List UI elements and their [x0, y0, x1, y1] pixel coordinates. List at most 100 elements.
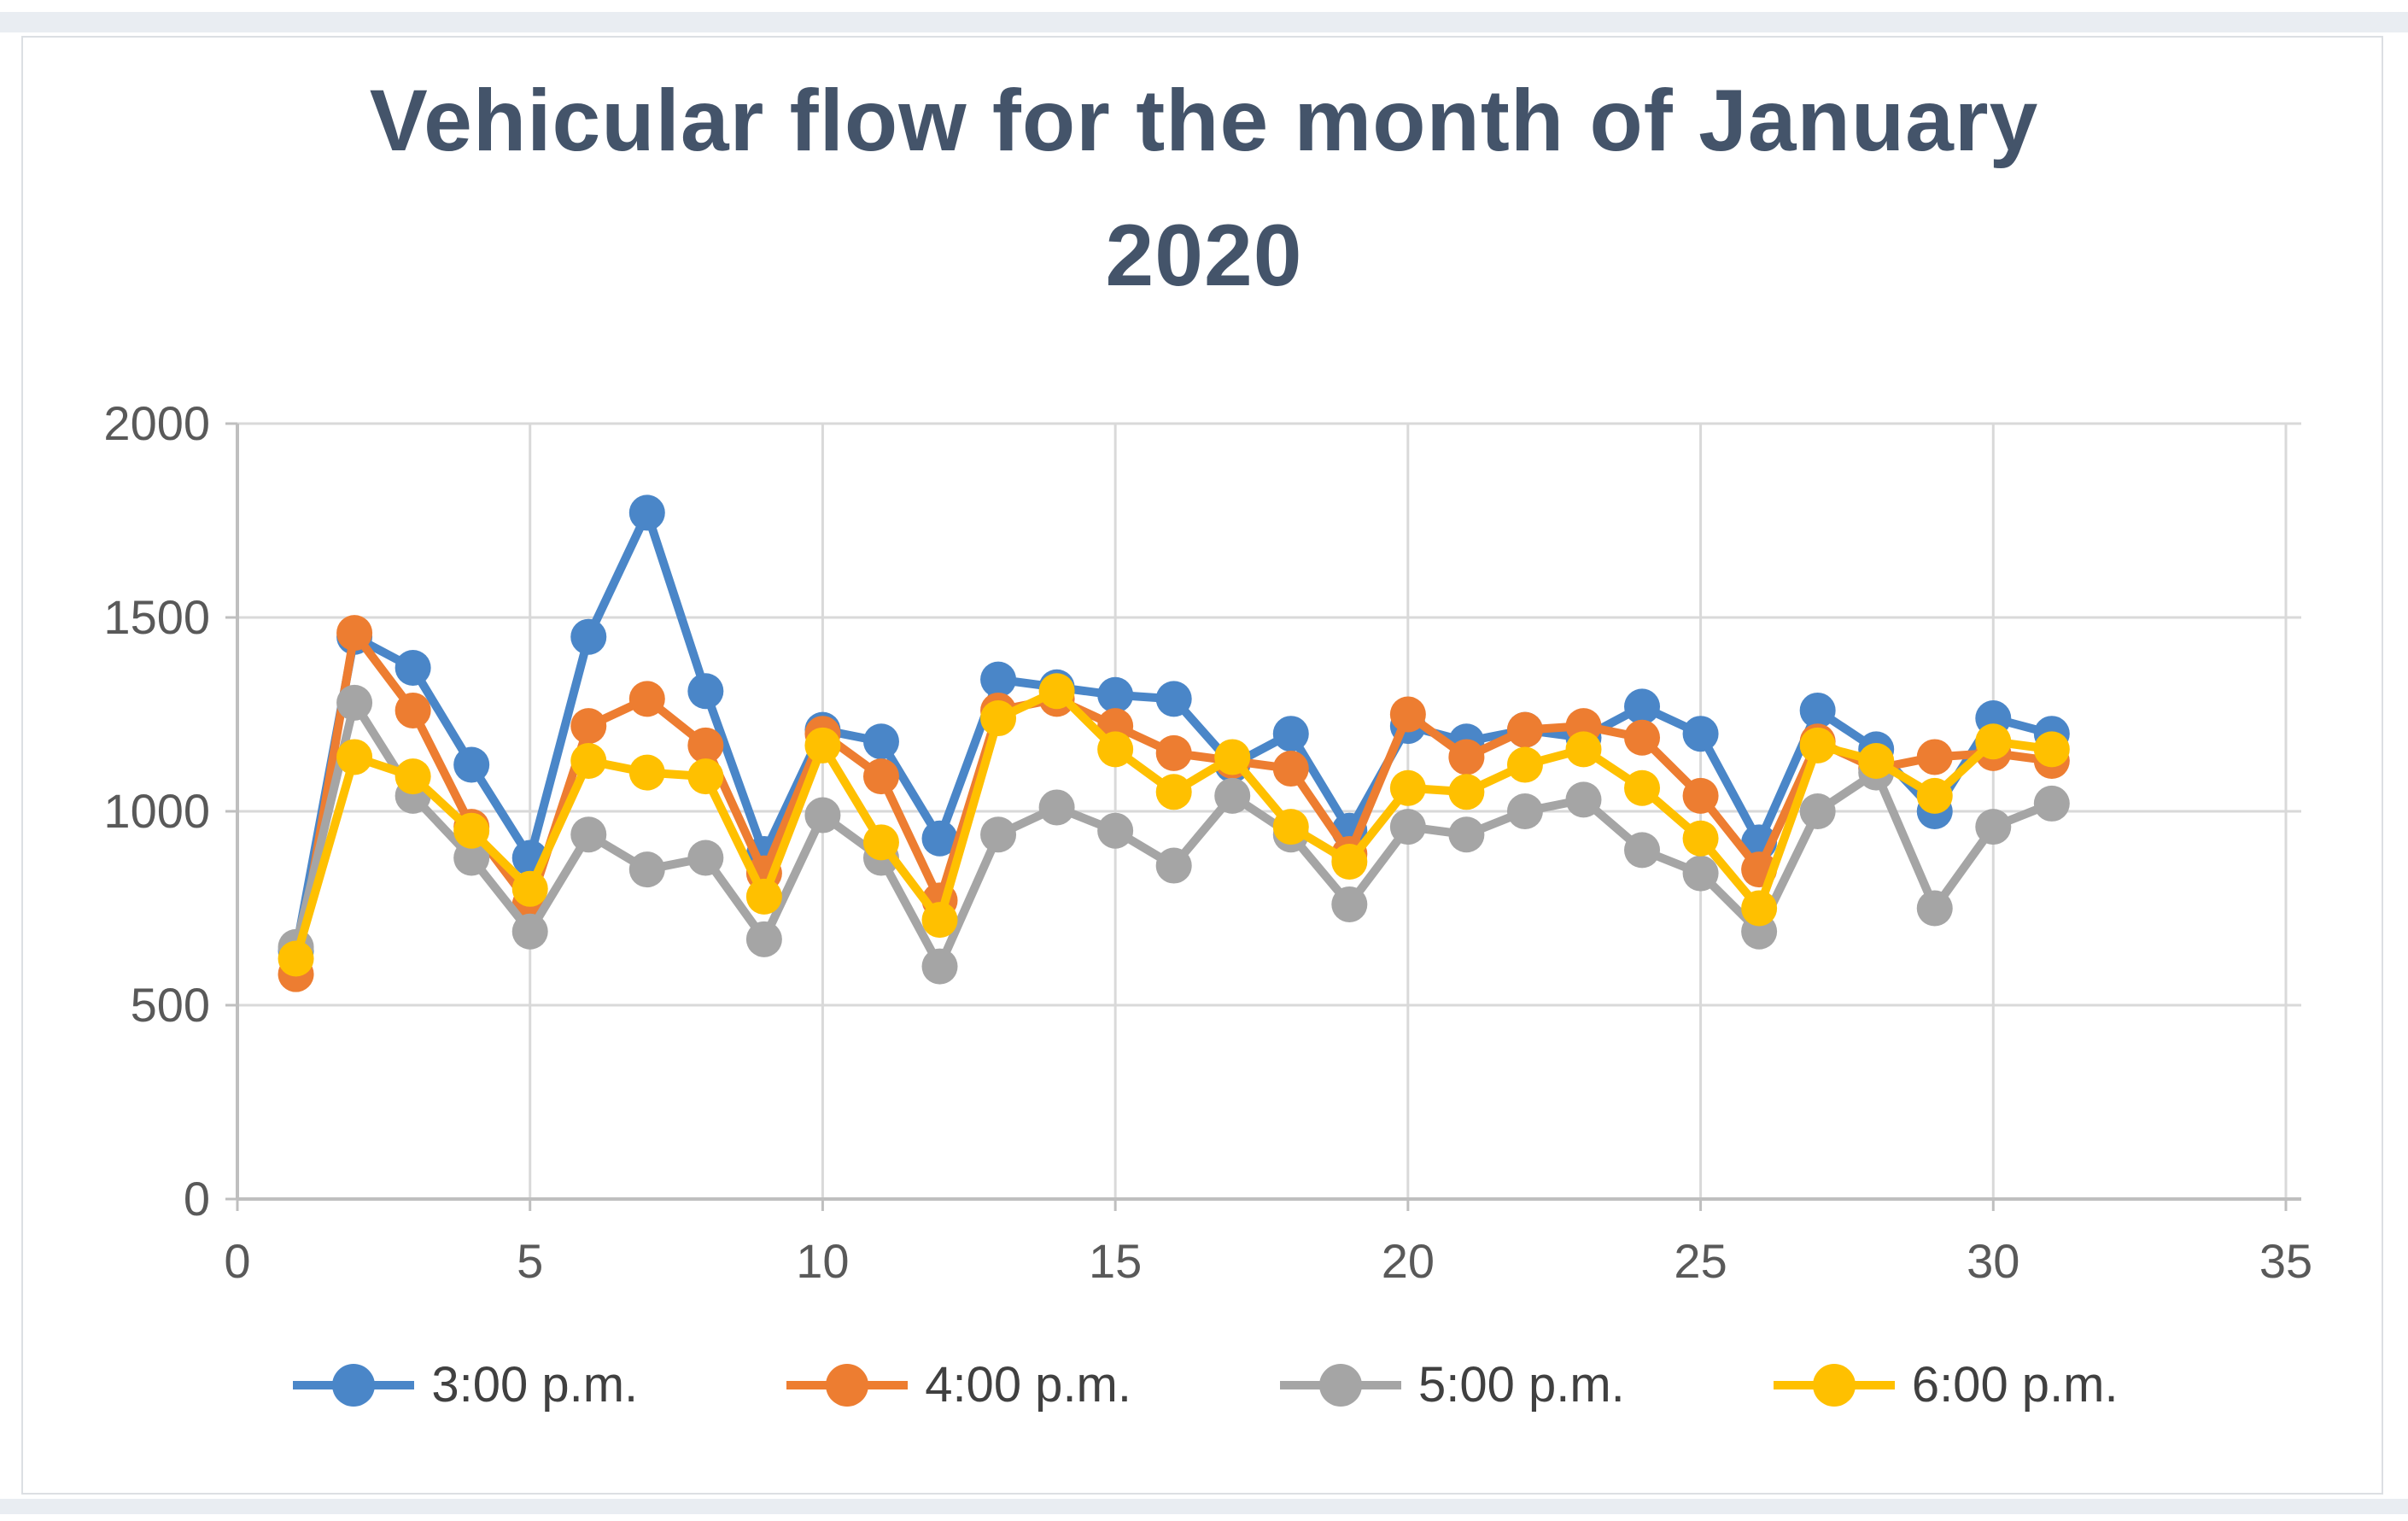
data-point-series4-day20	[1389, 769, 1426, 806]
window-top-strip	[0, 12, 2408, 32]
data-point-series3-day10	[804, 797, 841, 834]
legend-label: 5:00 p.m.	[1418, 1357, 1625, 1413]
data-point-series4-day18	[1272, 809, 1309, 845]
data-point-series4-day28	[1858, 742, 1895, 779]
data-point-series4-day5	[511, 870, 548, 907]
data-point-series3-day21	[1448, 816, 1485, 853]
legend-item-400pm: 4:00 p.m.	[783, 1356, 1131, 1413]
data-point-series1-day18	[1272, 716, 1309, 752]
chart-title-line-2: 2020	[1105, 207, 1303, 305]
data-point-series3-day22	[1506, 793, 1543, 829]
data-point-series3-day8	[687, 839, 724, 876]
data-point-series4-day17	[1214, 739, 1251, 775]
y-tick-label-0: 0	[184, 1172, 210, 1226]
data-point-series4-day9	[745, 878, 782, 915]
data-point-series1-day13	[980, 661, 1017, 698]
data-point-series4-day26	[1741, 890, 1778, 927]
chart-legend: 3:00 p.m. 4:00 p.m. 5:00 p.m. 6:00 p.m.	[0, 1356, 2408, 1413]
data-point-series2-day29	[1916, 739, 1953, 775]
data-point-series3-day20	[1389, 809, 1426, 845]
data-point-series2-day6	[570, 708, 607, 745]
data-point-series1-day16	[1155, 681, 1192, 717]
data-point-series4-day24	[1624, 769, 1661, 806]
data-point-series3-day29	[1916, 890, 1953, 927]
data-point-series4-day25	[1682, 820, 1719, 857]
legend-marker-icon	[1280, 1363, 1401, 1407]
data-point-series2-day21	[1448, 739, 1485, 775]
data-point-series3-day14	[1038, 789, 1075, 826]
data-point-series1-day6	[570, 618, 607, 655]
data-point-series4-day30	[1975, 723, 2012, 760]
window-bottom-strip	[0, 1499, 2408, 1514]
y-tick-label-500: 500	[131, 978, 210, 1032]
data-point-series3-day13	[980, 816, 1017, 853]
data-point-series3-day7	[628, 851, 665, 888]
data-point-series4-day22	[1506, 746, 1543, 783]
y-tick-label-2000: 2000	[103, 396, 210, 450]
data-point-series2-day18	[1272, 751, 1309, 787]
data-point-series4-day27	[1799, 727, 1836, 763]
data-point-series4-day21	[1448, 774, 1485, 810]
legend-marker-icon	[1773, 1363, 1895, 1407]
data-point-series3-day31	[2033, 785, 2070, 822]
data-point-series3-day9	[745, 921, 782, 957]
data-point-series3-day2	[336, 684, 373, 721]
data-point-series2-day7	[628, 681, 665, 717]
x-tick-label-15: 15	[1089, 1234, 1142, 1288]
data-point-series4-day2	[336, 739, 373, 775]
data-point-series2-day25	[1682, 777, 1719, 814]
data-point-series3-day24	[1624, 832, 1661, 869]
data-point-series3-day4	[453, 839, 490, 876]
data-point-series3-day25	[1682, 855, 1719, 892]
x-tick-label-0: 0	[224, 1234, 250, 1288]
data-point-series4-day14	[1038, 673, 1075, 710]
x-tick-label-20: 20	[1382, 1234, 1435, 1288]
x-tick-label-30: 30	[1967, 1234, 2019, 1288]
x-tick-label-35: 35	[2259, 1234, 2312, 1288]
data-point-series4-day8	[687, 758, 724, 795]
data-point-series1-day3	[395, 650, 431, 687]
data-point-series4-day23	[1565, 731, 1602, 768]
data-point-series1-day4	[453, 746, 490, 783]
data-point-series4-day11	[862, 824, 899, 861]
data-point-series1-day8	[687, 673, 724, 710]
data-point-series2-day11	[862, 758, 899, 795]
data-point-series1-day27	[1799, 692, 1836, 728]
x-tick-label-10: 10	[796, 1234, 849, 1288]
data-point-series1-day25	[1682, 716, 1719, 752]
data-point-series4-day12	[921, 902, 958, 939]
data-point-series3-day12	[921, 948, 958, 985]
legend-item-600pm: 6:00 p.m.	[1770, 1356, 2119, 1413]
data-point-series4-day7	[628, 754, 665, 791]
data-point-series4-day19	[1331, 844, 1368, 880]
legend-marker-icon	[786, 1363, 909, 1407]
data-point-series1-day24	[1624, 688, 1661, 725]
legend-circle	[1812, 1363, 1856, 1407]
data-point-series4-day6	[570, 742, 607, 779]
data-point-series3-day17	[1214, 777, 1251, 814]
legend-item-500pm: 5:00 p.m.	[1277, 1356, 1625, 1413]
legend-circle	[826, 1363, 869, 1407]
data-point-series2-day20	[1389, 696, 1426, 733]
legend-label: 6:00 p.m.	[1911, 1357, 2119, 1413]
data-point-series3-day6	[570, 816, 607, 853]
data-point-series2-day8	[687, 727, 724, 763]
data-point-series1-day15	[1097, 676, 1134, 713]
chart-title: Vehicular flow for the month of January …	[0, 53, 2408, 323]
legend-marker-icon	[293, 1363, 415, 1407]
data-point-series2-day16	[1155, 734, 1192, 771]
legend-circle	[1319, 1363, 1362, 1407]
data-point-series4-day16	[1155, 774, 1192, 810]
data-point-series3-day30	[1975, 809, 2012, 845]
data-point-series1-day7	[628, 494, 665, 531]
data-point-series1-day12	[921, 820, 958, 857]
x-tick-label-25: 25	[1674, 1234, 1727, 1288]
y-tick-label-1500: 1500	[103, 590, 210, 644]
data-point-series2-day22	[1506, 711, 1543, 748]
data-point-series4-day10	[804, 727, 841, 763]
data-point-series1-day11	[862, 723, 899, 760]
data-point-series3-day16	[1155, 847, 1192, 884]
data-point-series3-day23	[1565, 781, 1602, 818]
data-point-series3-day15	[1097, 812, 1134, 849]
